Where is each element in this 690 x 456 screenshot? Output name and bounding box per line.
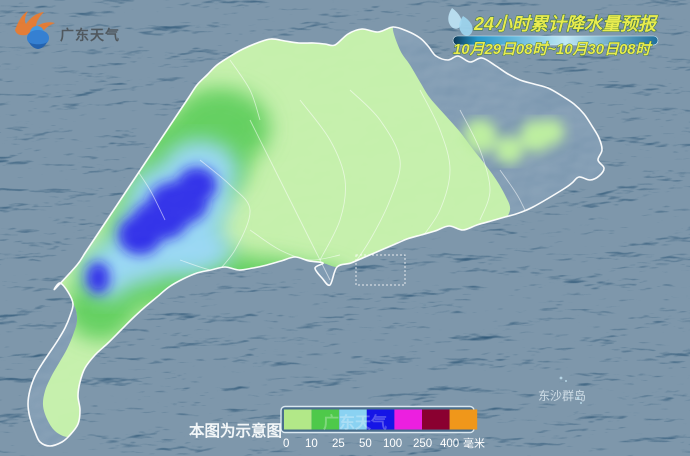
svg-text:广东天气: 广东天气 bbox=[323, 413, 387, 432]
svg-text:东沙群岛: 东沙群岛 bbox=[538, 388, 586, 403]
svg-text:0: 0 bbox=[283, 438, 289, 450]
svg-text:本图为示意图: 本图为示意图 bbox=[189, 421, 282, 440]
svg-text:10月29日08时~10月30日08时: 10月29日08时~10月30日08时 bbox=[453, 41, 654, 58]
svg-text:50: 50 bbox=[359, 438, 372, 450]
svg-text:25: 25 bbox=[332, 438, 345, 450]
svg-text:100: 100 bbox=[383, 438, 402, 450]
svg-text:10: 10 bbox=[305, 438, 318, 450]
svg-text:400: 400 bbox=[440, 438, 459, 450]
svg-text:24小时累计降水量预报: 24小时累计降水量预报 bbox=[473, 14, 659, 34]
svg-text:毫米: 毫米 bbox=[463, 436, 485, 450]
svg-text:广东天气: 广东天气 bbox=[60, 27, 120, 43]
svg-text:250: 250 bbox=[413, 438, 432, 450]
